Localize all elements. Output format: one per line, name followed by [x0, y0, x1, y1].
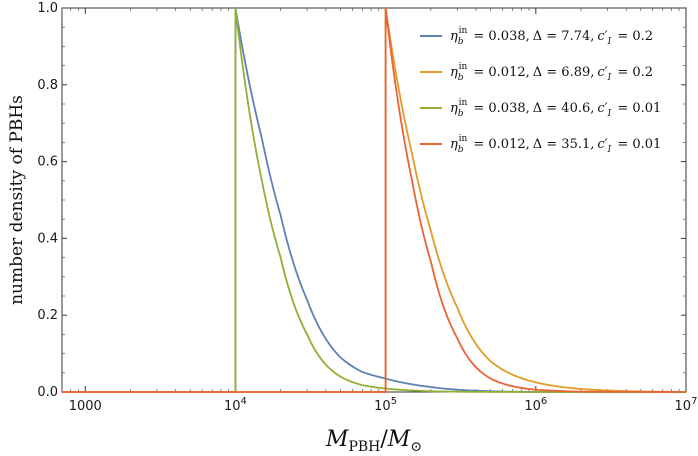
y-axis-ticks: 0.0 0.2 0.4 0.6 0.8 1.0 [37, 1, 686, 400]
legend-label: ηbin = 0.038, Δ = 7.74, c′I = 0.2 [450, 26, 653, 47]
svg-text:MPBH/M⊙: MPBH/M⊙ [325, 427, 422, 455]
x-tick-label: 105 [374, 396, 397, 414]
series-line [62, 7, 686, 393]
y-tick-label: 0.8 [37, 78, 58, 93]
x-tick-label: 106 [524, 396, 547, 414]
legend-label: ηbin = 0.012, Δ = 35.1, c′I = 0.01 [450, 134, 661, 155]
y-tick-label: 0.6 [37, 155, 58, 170]
legend: ηbin = 0.038, Δ = 7.74, c′I = 0.2 ηbin = 0.… [420, 26, 661, 155]
x-axis-title-msun: M [387, 427, 411, 452]
x-axis-title-sub: PBH [348, 439, 380, 455]
x-tick-label: 107 [675, 396, 698, 414]
y-tick-label: 0.2 [37, 308, 58, 323]
series-line [62, 7, 687, 393]
x-axis-title-slash: / [380, 427, 388, 452]
x-tick-label: 1000 [69, 399, 102, 414]
x-tick-label: 104 [224, 396, 247, 414]
y-tick-label: 1.0 [37, 1, 58, 16]
legend-item: ηbin = 0.012, Δ = 35.1, c′I = 0.01 [450, 134, 661, 155]
legend-item: ηbin = 0.038, Δ = 7.74, c′I = 0.2 [450, 26, 653, 47]
x-axis-title-m: M [325, 427, 349, 452]
series-line [62, 7, 687, 393]
x-axis-title: MPBH/M⊙ [325, 427, 422, 455]
legend-item: ηbin = 0.012, Δ = 6.89, c′I = 0.2 [450, 62, 653, 83]
legend-item: ηbin = 0.038, Δ = 40.6, c′I = 0.01 [450, 98, 661, 119]
legend-label: ηbin = 0.038, Δ = 40.6, c′I = 0.01 [450, 98, 661, 119]
y-tick-label: 0.0 [37, 385, 58, 400]
y-tick-label: 0.4 [37, 231, 58, 246]
y-axis-title: number density of PBHs [7, 95, 27, 305]
y-axis-title-text: number density of PBHs [7, 95, 27, 305]
legend-label: ηbin = 0.012, Δ = 6.89, c′I = 0.2 [450, 62, 653, 83]
series-layer [62, 7, 687, 393]
x-axis-title-sun: ⊙ [410, 439, 422, 455]
